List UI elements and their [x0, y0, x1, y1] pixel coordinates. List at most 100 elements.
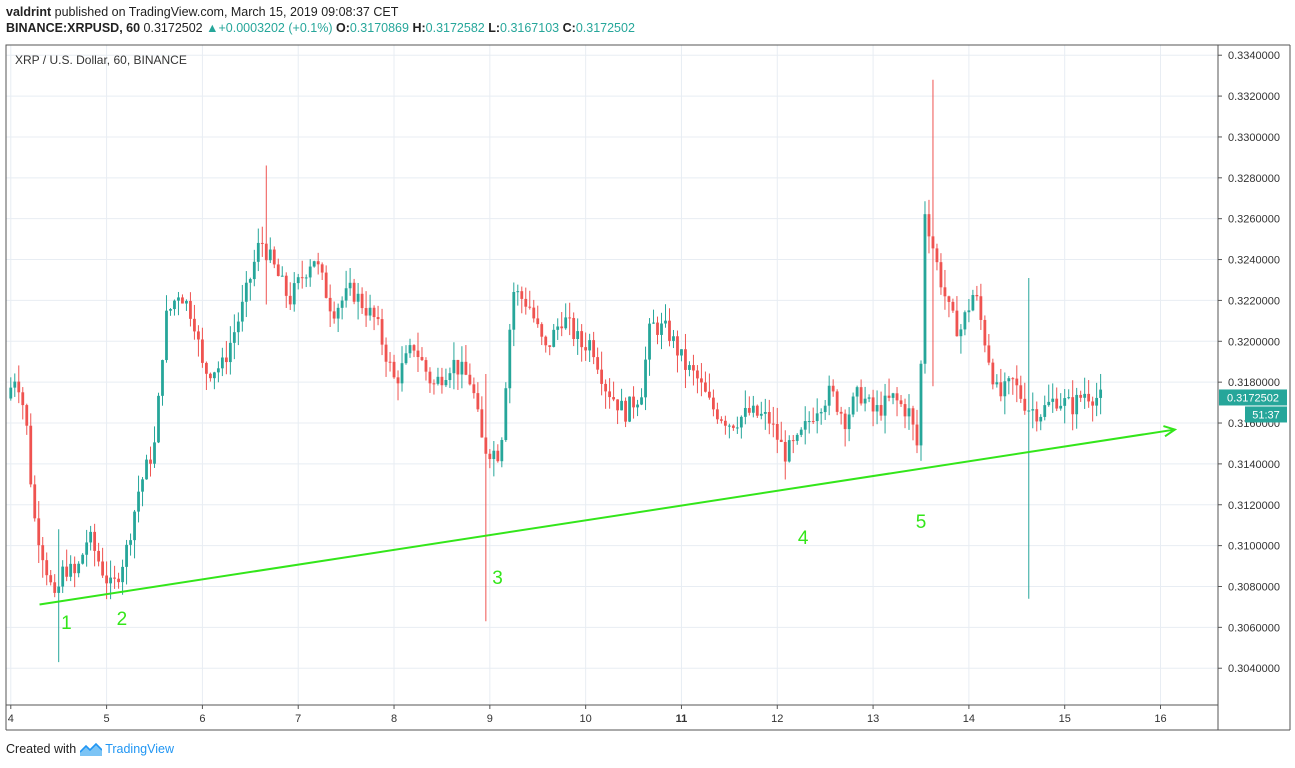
- candle-body: [524, 298, 528, 307]
- candle-body: [408, 345, 412, 354]
- last-price-tag: 0.3172502 51:37: [1219, 389, 1287, 423]
- candle-body: [787, 440, 791, 462]
- candle-body: [592, 340, 596, 358]
- candle-body: [512, 291, 516, 330]
- candle-body: [189, 300, 192, 319]
- chart-legend-title: XRP / U.S. Dollar, 60, BINANCE: [15, 53, 187, 67]
- chart-grid: [6, 45, 1218, 705]
- candle-body: [935, 248, 939, 263]
- candle-body: [923, 214, 927, 364]
- candle-body: [384, 344, 388, 362]
- open-value: 0.3170869: [349, 21, 409, 35]
- candle-body: [320, 264, 324, 273]
- plot-frame: [5, 44, 1219, 706]
- candle-body: [484, 437, 488, 454]
- tradingview-logo-icon[interactable]: [80, 742, 103, 756]
- candle-body: [89, 531, 93, 543]
- candle-body: [432, 383, 436, 385]
- candle-body: [436, 376, 440, 384]
- y-tick-label: 0.3060000: [1228, 622, 1280, 634]
- publish-text: published on TradingView.com, March 15, …: [51, 5, 399, 19]
- candle-body: [995, 382, 999, 385]
- candle-body: [759, 413, 763, 416]
- candle-body: [1099, 389, 1103, 398]
- candle-body: [588, 340, 592, 351]
- candle-body: [161, 360, 164, 396]
- candle-body: [165, 310, 168, 361]
- candle-body: [903, 404, 907, 417]
- candle-body: [668, 320, 671, 341]
- candle-body: [252, 261, 256, 280]
- y-tick-label: 0.3100000: [1228, 541, 1280, 553]
- low-value: 0.3167103: [500, 21, 560, 35]
- candle-body: [815, 413, 819, 422]
- y-tick-label: 0.3200000: [1228, 336, 1280, 348]
- candle-body: [488, 453, 492, 460]
- candle-body: [799, 429, 803, 435]
- candle-body: [464, 361, 468, 375]
- candle-body: [939, 262, 943, 288]
- candle-body: [181, 297, 184, 304]
- candle-body: [109, 577, 112, 584]
- candle-body: [887, 395, 891, 398]
- candle-body: [959, 329, 963, 337]
- candle-body: [141, 479, 144, 492]
- candle-body: [73, 563, 77, 574]
- candle-body: [1015, 378, 1019, 386]
- candle-body: [1019, 385, 1023, 399]
- close-value: 0.3172502: [575, 21, 635, 35]
- candle-body: [352, 282, 356, 302]
- candle-body: [348, 282, 352, 289]
- x-tick-label: 12: [771, 713, 783, 725]
- candle-body: [1079, 394, 1083, 398]
- candle-body: [336, 307, 340, 319]
- candle-body: [604, 383, 608, 392]
- candle-body: [907, 408, 911, 417]
- candle-body: [1063, 398, 1067, 406]
- candle-body: [129, 540, 132, 545]
- candle-body: [288, 295, 292, 305]
- candle-body: [356, 293, 360, 302]
- symbol-ohlc-bar: BINANCE:XRPUSD, 60 0.3172502 ▲+0.0003202…: [6, 21, 635, 35]
- candle-body: [692, 365, 695, 371]
- candle-body: [847, 414, 851, 430]
- candle-body: [616, 399, 619, 411]
- candle-body: [21, 392, 25, 406]
- touch-point-label: 5: [916, 512, 927, 533]
- candle-body: [201, 339, 204, 363]
- candle-body: [480, 409, 484, 438]
- trendline-layer[interactable]: [39, 425, 1178, 606]
- candle-body: [256, 242, 260, 262]
- candle-body: [1011, 378, 1015, 380]
- candle-body: [81, 554, 85, 564]
- candle-body: [1043, 405, 1047, 417]
- candle-body: [316, 261, 320, 265]
- candle-body: [708, 391, 711, 398]
- low-label: L:: [488, 21, 501, 35]
- candle-body: [951, 301, 955, 311]
- candle-body: [228, 342, 232, 363]
- trendline-arrow-icon: [1163, 425, 1178, 438]
- touch-point-label: 3: [492, 568, 503, 589]
- candle-body: [328, 297, 332, 312]
- candle-body: [620, 400, 623, 411]
- author-name[interactable]: valdrint: [6, 5, 52, 19]
- candle-body: [855, 387, 859, 397]
- close-label: C:: [562, 21, 576, 35]
- candle-body: [979, 296, 983, 320]
- candle-body: [197, 331, 200, 340]
- x-tick-label: 13: [867, 713, 879, 725]
- candle-body: [57, 586, 61, 593]
- candle-body: [955, 310, 959, 337]
- chart-axes: 0.3340000 0.3320000 0.3300000 0.3280000 0.32…: [5, 44, 1291, 731]
- candle-body: [548, 345, 552, 347]
- candle-body: [224, 357, 228, 363]
- candle-body: [1035, 409, 1039, 422]
- candle-body: [891, 393, 895, 398]
- candle-body: [899, 400, 903, 405]
- candle-body: [771, 423, 775, 425]
- candle-body: [947, 296, 951, 302]
- tradingview-brand[interactable]: TradingView: [105, 742, 174, 756]
- candle-body: [448, 373, 452, 381]
